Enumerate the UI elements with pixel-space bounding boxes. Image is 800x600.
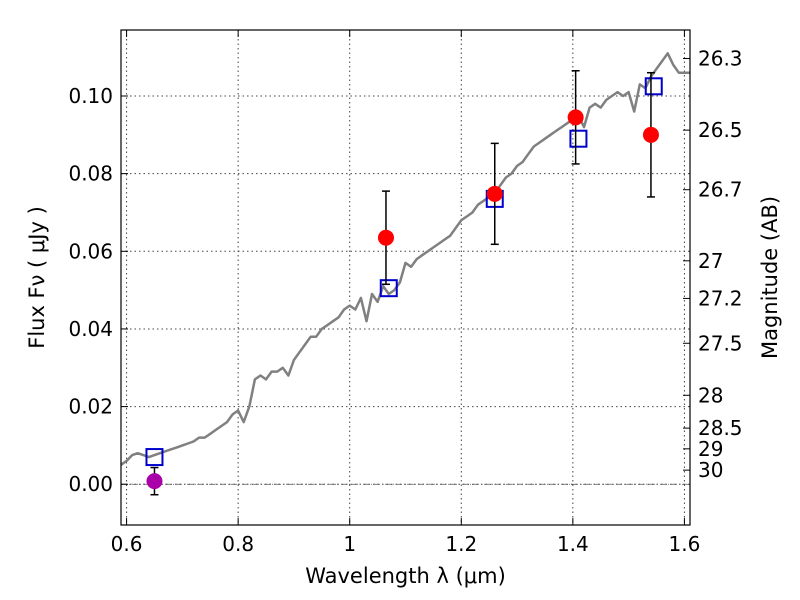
mag-tick-label: 28 — [698, 383, 723, 407]
model-photometry-square — [644, 77, 663, 96]
mag-tick-label: 27.5 — [698, 331, 743, 355]
right-y-axis-title: Magnitude (AB) — [758, 196, 782, 359]
y-axis-title: Flux Fν ( μJy ) — [25, 206, 49, 349]
x-tick-label: 1.2 — [445, 532, 477, 556]
mag-tick-label: 27 — [698, 249, 723, 273]
observed-flux-point — [377, 229, 394, 246]
observed-flux-point — [146, 473, 163, 490]
mag-tick-label: 28.5 — [698, 416, 743, 440]
observed-flux-point — [486, 185, 503, 202]
x-tick-label: 1 — [343, 532, 356, 556]
mag-tick-label: 26.7 — [698, 178, 743, 202]
mag-tick-label: 27.2 — [698, 286, 743, 310]
sed-model-line — [120, 52, 690, 466]
grid-lines — [121, 30, 690, 525]
y-tick-label: 0.04 — [68, 317, 113, 341]
mag-tick-label: 26.5 — [698, 118, 743, 142]
mag-tick-label: 30 — [698, 458, 723, 482]
model-photometry-square — [145, 448, 164, 467]
mag-tick-label: 26.3 — [698, 47, 743, 71]
observed-flux-point — [642, 126, 659, 143]
y-tick-label: 0.06 — [68, 239, 113, 263]
x-axis-title: Wavelength λ (μm) — [305, 564, 506, 588]
y-tick-label: 0.10 — [68, 84, 113, 108]
axes-frame — [120, 29, 691, 526]
x-tick-label: 0.8 — [222, 532, 254, 556]
y-tick-label: 0.00 — [68, 472, 113, 496]
model-photometry-square — [569, 129, 588, 148]
axis-ticks: 0.6 0.8 1 1.2 1.4 1.6 0.00 0.02 0.04 0.06 0.08 0.10… — [68, 30, 743, 556]
x-tick-label: 0.6 — [111, 532, 143, 556]
plot-area — [120, 52, 690, 496]
y-tick-label: 0.08 — [68, 162, 113, 186]
mag-tick-label: 29 — [698, 437, 723, 461]
observed-flux-point — [567, 109, 584, 126]
y-tick-label: 0.02 — [68, 395, 113, 419]
x-tick-label: 1.6 — [669, 532, 701, 556]
x-tick-label: 1.4 — [557, 532, 589, 556]
model-photometry-square — [379, 279, 398, 298]
